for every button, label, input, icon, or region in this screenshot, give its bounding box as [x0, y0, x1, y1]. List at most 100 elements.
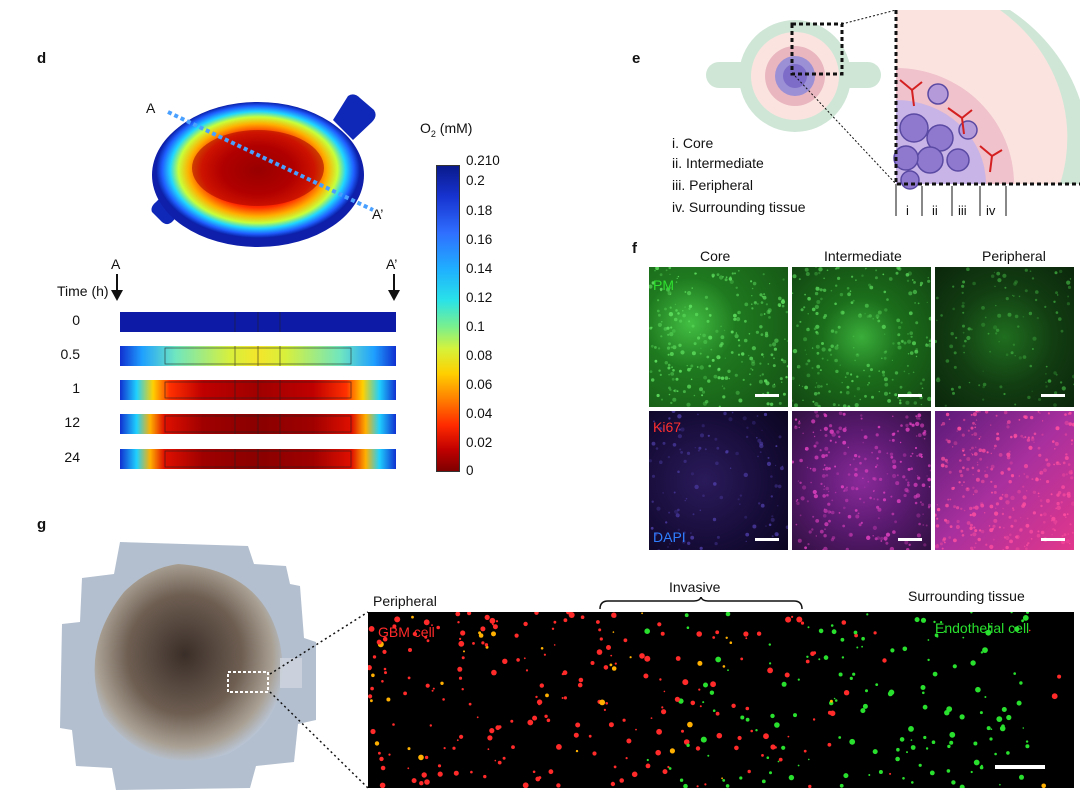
gbm-cell-dot: [805, 659, 810, 664]
endothelial-cell-dot: [823, 655, 829, 660]
endothelial-cell-dot: [769, 771, 772, 775]
time-row-label: 1: [72, 380, 80, 396]
endothelial-cell-dot: [849, 676, 853, 680]
ki67-core-image-speckle: [649, 411, 788, 550]
endothelial-cell-dot: [725, 784, 730, 788]
invasion-cell-dots: [368, 612, 1062, 788]
gbm-cell-dot: [456, 739, 459, 742]
gbm-cell-dot: [635, 728, 637, 731]
endothelial-cell-dot: [781, 681, 787, 687]
gbm-cell-dot: [687, 721, 693, 728]
endothelial-cell-dot: [1025, 744, 1030, 749]
gbm-cell-dot: [561, 697, 564, 699]
endothelial-cell-dot: [949, 740, 954, 745]
gbm-cell-dot: [372, 655, 377, 659]
gbm-cell-dot: [612, 631, 615, 633]
gbm-cell-dot: [392, 624, 397, 629]
endothelial-cell-dot: [1013, 672, 1016, 675]
gbm-cell-dot: [745, 706, 750, 711]
endothelial-cell-dot: [788, 774, 795, 781]
endothelial-cell-dot: [914, 617, 920, 623]
endothelial-cell-dot: [985, 629, 992, 636]
scale-bar: [898, 538, 922, 541]
tumor-overview-image: [60, 542, 316, 790]
gbm-cell-dot: [384, 671, 387, 675]
endothelial-cell-dot: [862, 703, 868, 709]
endothelial-cell-dot: [715, 656, 722, 663]
gbm-cell-dot: [484, 643, 489, 647]
gbm-cell-dot: [511, 745, 515, 749]
endothelial-cell-dot: [994, 752, 997, 756]
endothelial-cell-dot: [910, 745, 916, 750]
gbm-cell-dot: [492, 624, 498, 630]
gbm-cell-dot: [467, 612, 472, 616]
endothelial-cell-dot: [838, 736, 842, 739]
invasive-label: Invasive: [669, 579, 721, 595]
ki67-intermediate-image-speckle: [792, 411, 931, 550]
pm-peripheral-image-speckle: [935, 267, 1074, 407]
gbm-cell-dot: [650, 717, 653, 719]
endothelial-cell-dot: [943, 630, 946, 633]
arrow-a-prime-label: A’: [386, 256, 398, 272]
gbm-cell-dot: [588, 734, 592, 738]
gbm-cell-dot: [681, 729, 684, 733]
time-row-label: 0.5: [60, 346, 80, 362]
endothelial-cell-label: Endothelial cell: [935, 620, 1030, 636]
gbm-cell-dot: [657, 622, 662, 627]
endothelial-cell-dot: [818, 658, 821, 661]
gbm-cell-dot: [610, 781, 616, 787]
panel-letter-d: d: [37, 50, 47, 67]
endothelial-cell-dot: [918, 763, 922, 767]
surrounding-tissue-label: Surrounding tissue: [908, 588, 1025, 604]
gbm-cell-dot: [1041, 783, 1046, 788]
cross-section-line: [167, 110, 374, 212]
legend-peripheral: iii. Peripheral: [672, 177, 753, 193]
gbm-cell-dot: [563, 696, 567, 700]
gbm-cell-dot: [715, 711, 720, 716]
endothelial-cell-dot: [807, 626, 810, 629]
gbm-cell-dot: [696, 631, 702, 637]
gbm-cell-dot: [612, 614, 617, 618]
gbm-cell-dot: [540, 647, 544, 650]
gbm-cell-dot: [532, 770, 536, 774]
gbm-cell-dot: [747, 769, 751, 774]
gbm-cell-dot: [614, 662, 617, 665]
endothelial-cell-dot: [1016, 700, 1022, 706]
pm-core-image-speckle: [649, 267, 788, 407]
ki67-core-image: [649, 411, 788, 550]
endothelial-cell-dot: [1006, 714, 1012, 721]
gbm-cell-dot: [663, 690, 666, 693]
gbm-cell-dot: [603, 665, 609, 670]
gbm-cell-dot: [605, 702, 608, 705]
endothelial-cell-dot: [1022, 727, 1025, 729]
endothelial-cell-dot: [849, 738, 856, 745]
gbm-cell-dot: [873, 631, 877, 635]
gbm-cell-dot: [539, 683, 544, 688]
oxygen-simulation-map: [151, 94, 376, 247]
endothelial-cell-dot: [860, 708, 866, 714]
gbm-cell-dot: [740, 657, 744, 661]
gbm-cell-dot: [590, 661, 595, 665]
gbm-cell-dot: [882, 658, 887, 663]
endothelial-cell-dot: [852, 672, 856, 676]
zone-label-iv: iv: [986, 203, 996, 218]
gbm-cell-dot: [368, 694, 373, 699]
gbm-cell-dot: [483, 774, 487, 779]
gbm-cell-dot: [699, 705, 702, 708]
endothelial-cell-dot: [959, 784, 965, 788]
endothelial-cell-dot: [702, 701, 705, 704]
gbm-cell-dot: [535, 695, 538, 699]
endothelial-cell-dot: [951, 780, 956, 785]
gbm-cell-dot: [476, 716, 479, 719]
gbm-cell-dot: [568, 612, 575, 618]
panel-letter-g: g: [37, 516, 47, 533]
endothelial-cell-dot: [979, 711, 983, 715]
gbm-cell-dot: [827, 710, 832, 715]
endothelial-cell-dot: [1021, 619, 1024, 623]
endothelial-cell-dot: [933, 620, 936, 624]
gbm-cell-dot: [480, 626, 486, 632]
gbm-cell-dot: [712, 636, 716, 639]
gbm-cell-dot: [463, 650, 465, 653]
endothelial-cell-dot: [739, 776, 743, 780]
gbm-cell-dot: [682, 679, 689, 686]
